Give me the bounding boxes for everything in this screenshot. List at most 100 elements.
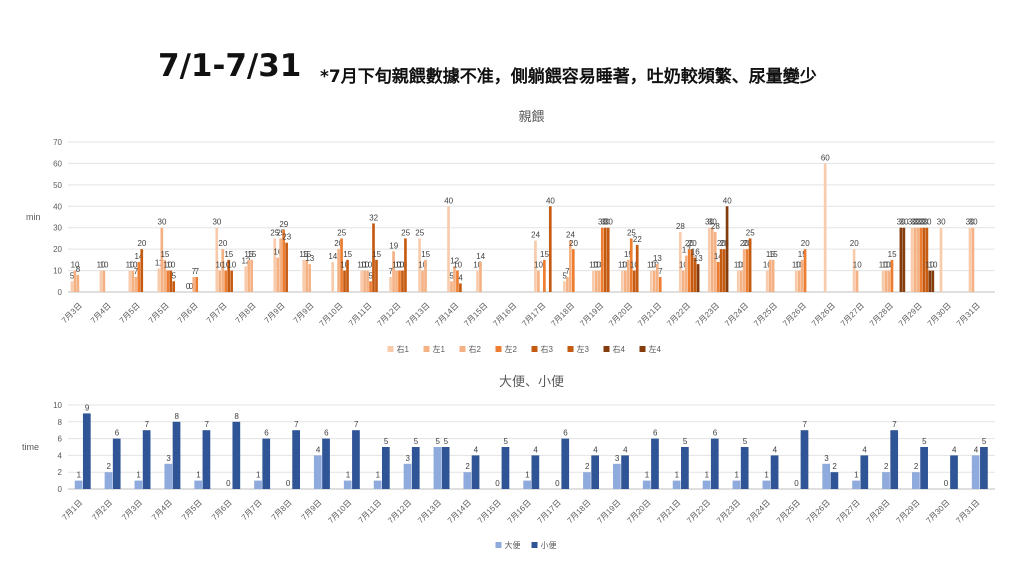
feeding-data-label: 30 bbox=[937, 218, 946, 227]
excretion-data-label: 5 bbox=[435, 437, 440, 446]
feeding-data-label: 15 bbox=[160, 250, 169, 259]
excretion-bar bbox=[971, 455, 980, 489]
feeding-bar bbox=[931, 270, 935, 292]
excretion-data-label: 0 bbox=[286, 479, 291, 488]
feeding-data-label: 15 bbox=[343, 250, 352, 259]
excretion-x-tick-label: 7月20日 bbox=[625, 498, 652, 525]
feeding-bar bbox=[218, 270, 222, 292]
excretion-x-tick-label: 7月5日 bbox=[180, 498, 204, 522]
feeding-data-label: 10 bbox=[589, 261, 598, 270]
feeding-bar bbox=[459, 283, 462, 292]
excretion-data-label: 6 bbox=[653, 429, 658, 438]
feeding-data-label: 12 bbox=[450, 256, 459, 265]
feeding-bar bbox=[681, 270, 685, 292]
feeding-data-label: 4 bbox=[458, 273, 463, 282]
feeding-x-tick-label: 7月4日 bbox=[89, 301, 113, 325]
feeding-data-label: 20 bbox=[743, 239, 752, 248]
feeding-bar bbox=[424, 259, 427, 292]
feeding-data-label: 10 bbox=[392, 261, 401, 270]
feeding-data-label: 10 bbox=[929, 261, 938, 270]
feeding-bar bbox=[919, 227, 923, 292]
excretion-bar bbox=[172, 421, 181, 489]
excretion-x-tick-label: 7月29日 bbox=[895, 498, 922, 525]
feeding-bar bbox=[418, 238, 421, 292]
feeding-legend-swatch bbox=[531, 346, 538, 352]
excretion-bar bbox=[501, 447, 510, 489]
excretion-data-label: 5 bbox=[683, 437, 688, 446]
feeding-x-tick-label: 7月11日 bbox=[347, 301, 374, 328]
excretion-bar bbox=[381, 447, 390, 489]
excretion-data-label: 7 bbox=[294, 420, 299, 429]
feeding-data-label: 30 bbox=[705, 218, 714, 227]
feeding-data-label: 20 bbox=[801, 239, 810, 248]
feeding-x-tick-label: 7月15日 bbox=[462, 301, 489, 328]
feeding-data-label: 30 bbox=[917, 218, 926, 227]
excretion-bar bbox=[403, 463, 412, 489]
excretion-x-tick-label: 7月12日 bbox=[386, 498, 413, 525]
feeding-data-label: 10 bbox=[882, 261, 891, 270]
excretion-y-tick-label: 6 bbox=[58, 435, 63, 444]
feeding-data-label: 30 bbox=[900, 218, 909, 227]
feeding-data-label: 40 bbox=[546, 196, 555, 205]
excretion-bar bbox=[433, 447, 442, 489]
excretion-bar bbox=[523, 480, 531, 489]
feeding-bar bbox=[369, 281, 372, 292]
excretion-legend-swatch bbox=[531, 542, 538, 548]
feeding-data-label: 30 bbox=[923, 218, 932, 227]
excretion-data-label: 4 bbox=[862, 445, 867, 454]
excretion-bar bbox=[882, 472, 890, 489]
feeding-legend-label: 右4 bbox=[613, 344, 626, 354]
feeding-data-label: 10 bbox=[737, 261, 746, 270]
feeding-legend-label: 左3 bbox=[577, 344, 590, 354]
feeding-bar bbox=[684, 255, 688, 292]
excretion-data-label: 0 bbox=[794, 479, 799, 488]
feeding-bar bbox=[476, 270, 479, 292]
feeding-bar bbox=[363, 270, 366, 292]
feeding-bar bbox=[73, 270, 77, 292]
excretion-data-label: 6 bbox=[115, 429, 120, 438]
excretion-bar bbox=[890, 430, 899, 489]
feeding-bar bbox=[794, 270, 798, 292]
feeding-bar bbox=[626, 259, 630, 292]
excretion-x-tick-label: 7月25日 bbox=[775, 498, 802, 525]
feeding-x-tick-label: 7月27日 bbox=[839, 301, 866, 328]
feeding-data-label: 15 bbox=[302, 250, 311, 259]
excretion-bar bbox=[104, 472, 113, 489]
excretion-bar bbox=[142, 430, 151, 489]
feeding-data-label: 30 bbox=[908, 218, 917, 227]
excretion-legend-label: 小便 bbox=[541, 540, 557, 550]
feeding-bar bbox=[592, 270, 595, 292]
feeding-data-label: 14 bbox=[328, 252, 337, 261]
feeding-bar bbox=[881, 270, 885, 292]
excretion-data-label: 1 bbox=[525, 471, 530, 480]
feeding-x-tick-label: 7月9日 bbox=[263, 301, 287, 325]
feeding-bar bbox=[128, 270, 132, 292]
feeding-data-label: 15 bbox=[624, 250, 633, 259]
feeding-x-tick-label: 7月7日 bbox=[205, 301, 229, 325]
feeding-bar bbox=[447, 206, 450, 292]
feeding-data-label: 30 bbox=[212, 218, 221, 227]
feeding-data-label: 0 bbox=[186, 282, 191, 291]
excretion-x-tick-label: 7月15日 bbox=[476, 498, 503, 525]
feeding-data-label: 13 bbox=[694, 254, 703, 263]
excretion-data-label: 5 bbox=[982, 437, 987, 446]
excretion-y-tick-label: 8 bbox=[58, 418, 63, 427]
excretion-data-label: 1 bbox=[346, 471, 351, 480]
feeding-x-tick-label: 7月20日 bbox=[607, 301, 634, 328]
feeding-data-label: 30 bbox=[604, 218, 613, 227]
excretion-x-tick-label: 7月2日 bbox=[90, 498, 114, 522]
feeding-legend-label: 左4 bbox=[649, 344, 662, 354]
feeding-bar bbox=[748, 238, 752, 292]
excretion-x-tick-label: 7月23日 bbox=[715, 498, 742, 525]
feeding-legend-label: 右3 bbox=[541, 344, 554, 354]
feeding-bar bbox=[305, 259, 308, 292]
feeding-data-label: 25 bbox=[627, 228, 636, 237]
feeding-bar bbox=[797, 270, 801, 292]
feeding-bar bbox=[137, 262, 141, 292]
feeding-x-tick-label: 7月25日 bbox=[752, 301, 779, 328]
excretion-bar bbox=[441, 447, 450, 489]
feeding-data-label: 10 bbox=[763, 261, 772, 270]
excretion-bar bbox=[591, 455, 600, 489]
feeding-bar bbox=[453, 266, 456, 292]
feeding-data-label: 40 bbox=[444, 196, 453, 205]
